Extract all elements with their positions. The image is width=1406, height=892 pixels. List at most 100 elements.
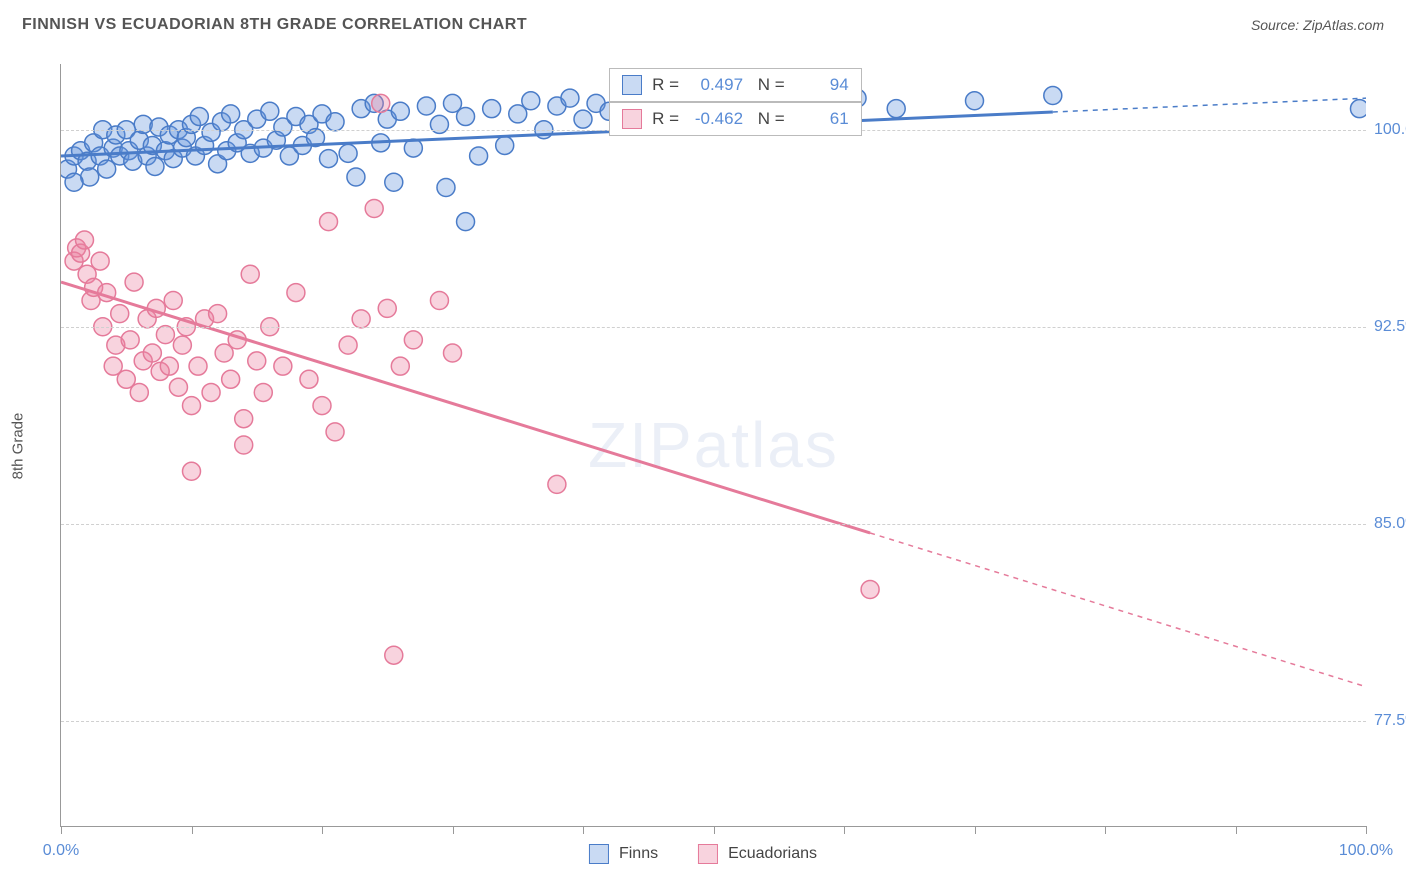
stat-n-label: N = [753,109,785,129]
point-ecuadorians [313,397,331,415]
point-ecuadorians [138,310,156,328]
point-finns [117,121,135,139]
point-finns [254,139,272,157]
point-finns [378,110,396,128]
legend-label-finns: Finns [619,845,658,863]
legend-item-ecuadorians: Ecuadorians [698,844,817,864]
point-finns [146,157,164,175]
point-ecuadorians [287,284,305,302]
point-finns [61,160,77,178]
point-finns [887,100,905,118]
y-tick-label: 100.0% [1374,121,1406,139]
point-ecuadorians [202,383,220,401]
point-ecuadorians [177,318,195,336]
point-finns [169,121,187,139]
point-finns [1044,87,1062,105]
legend-swatch-finns [589,844,609,864]
point-finns [365,94,383,112]
x-tick [975,826,976,834]
trendline-finns-dashed [1053,98,1366,112]
point-finns [966,92,984,110]
point-ecuadorians [548,475,566,493]
legend-item-finns: Finns [589,844,658,864]
point-ecuadorians [300,370,318,388]
point-finns [509,105,527,123]
point-ecuadorians [111,305,129,323]
x-tick [61,826,62,834]
point-finns [78,152,96,170]
x-tick [714,826,715,834]
point-finns [404,139,422,157]
point-ecuadorians [72,244,90,262]
chart-source: Source: ZipAtlas.com [1251,17,1384,33]
point-finns [186,147,204,165]
point-finns [587,94,605,112]
point-finns [91,147,109,165]
trendline-ecuadorians [61,282,870,533]
point-finns [72,142,90,160]
stat-n-value: 94 [795,75,849,95]
point-ecuadorians [222,370,240,388]
point-finns [280,147,298,165]
point-ecuadorians [78,265,96,283]
point-finns [320,150,338,168]
point-ecuadorians [130,383,148,401]
stat-box-ecuadorians: R = -0.462 N = 61 [609,102,862,136]
point-ecuadorians [196,310,214,328]
point-ecuadorians [91,252,109,270]
point-ecuadorians [94,318,112,336]
point-finns [274,118,292,136]
point-finns [535,121,553,139]
y-tick-label: 85.0% [1374,515,1406,533]
point-ecuadorians [143,344,161,362]
point-finns [306,129,324,147]
point-finns [561,89,579,107]
point-ecuadorians [82,291,100,309]
stat-r-value: -0.462 [689,109,743,129]
point-ecuadorians [164,291,182,309]
y-axis-label: 8th Grade [10,413,27,480]
point-finns [293,136,311,154]
trendline-ecuadorians-dashed [870,533,1366,687]
point-ecuadorians [320,213,338,231]
point-finns [65,147,83,165]
point-finns [313,105,331,123]
x-tick [192,826,193,834]
point-finns [548,97,566,115]
point-finns [107,126,125,144]
point-ecuadorians [254,383,272,401]
point-finns [104,139,122,157]
point-finns [218,142,236,160]
point-finns [444,94,462,112]
chart-legend: Finns Ecuadorians [589,844,817,864]
point-finns [120,142,138,160]
point-ecuadorians [385,646,403,664]
point-finns [287,108,305,126]
legend-label-ecuadorians: Ecuadorians [728,845,817,863]
point-ecuadorians [121,331,139,349]
trendline-finns [61,112,1053,156]
x-tick-label: 0.0% [43,842,79,860]
grid-line [61,327,1366,328]
point-ecuadorians [98,284,116,302]
point-finns [94,121,112,139]
point-ecuadorians [378,299,396,317]
chart-title: FINNISH VS ECUADORIAN 8TH GRADE CORRELAT… [22,16,527,34]
point-ecuadorians [156,326,174,344]
point-ecuadorians [134,352,152,370]
x-tick [583,826,584,834]
point-finns [196,136,214,154]
point-finns [522,92,540,110]
point-ecuadorians [160,357,178,375]
point-finns [202,123,220,141]
point-finns [267,131,285,149]
point-finns [1350,100,1366,118]
point-ecuadorians [125,273,143,291]
point-finns [352,100,370,118]
x-tick [844,826,845,834]
point-finns [138,147,156,165]
point-finns [124,152,142,170]
point-finns [222,105,240,123]
point-finns [183,115,201,133]
x-tick-label: 100.0% [1339,842,1393,860]
